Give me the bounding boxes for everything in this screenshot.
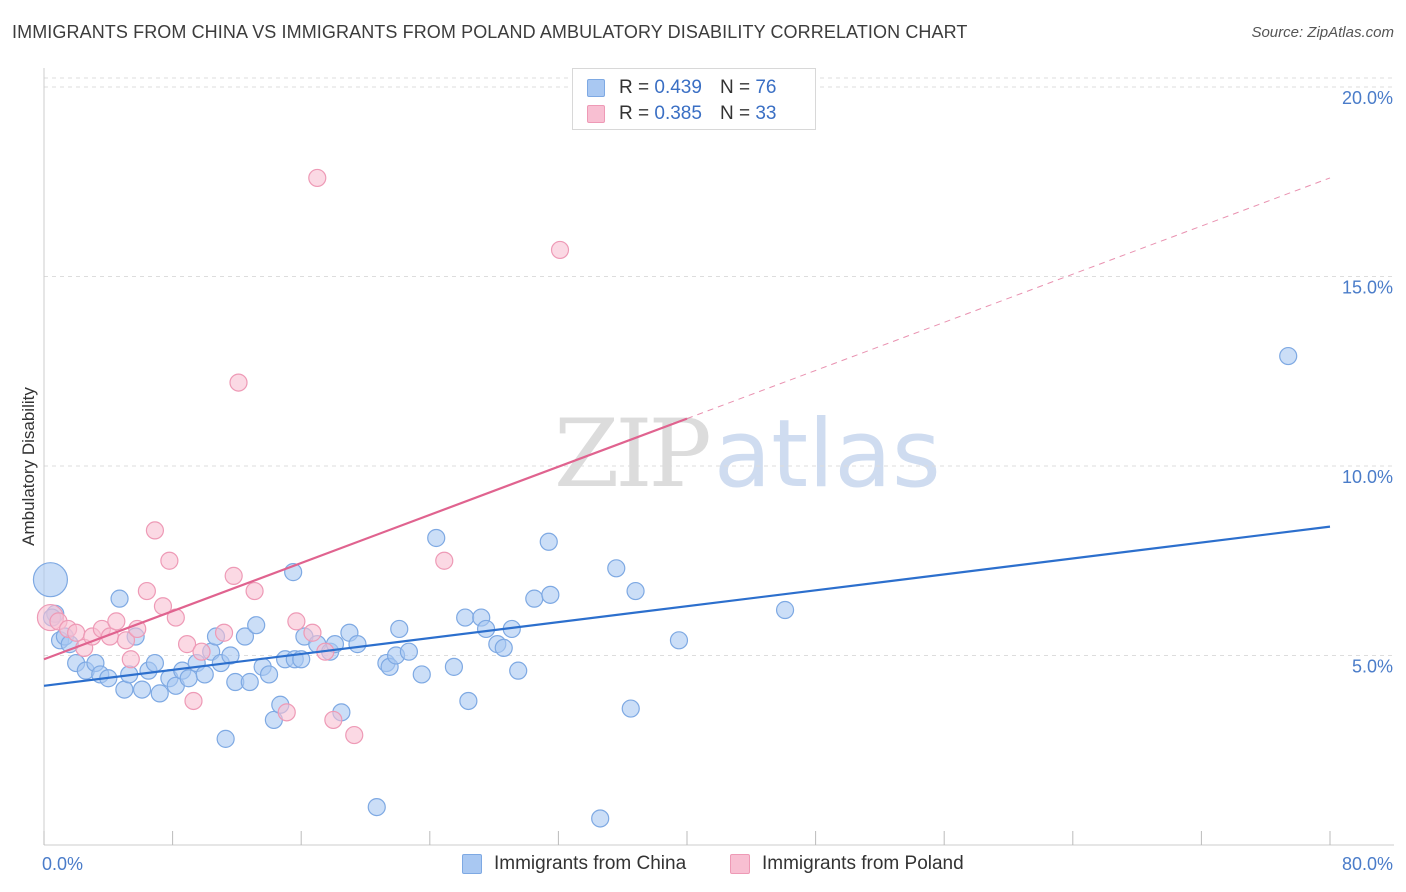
legend-swatch-china	[587, 79, 605, 97]
point-china	[775, 600, 795, 620]
point-china	[607, 559, 626, 578]
point-china	[399, 642, 419, 661]
legend-row-china: R = 0.439 N = 76	[587, 76, 776, 100]
point-poland	[550, 240, 570, 260]
point-china	[259, 665, 279, 684]
watermark-atlas: atlas	[713, 400, 941, 509]
point-china	[247, 616, 266, 635]
bottom-legend-swatch-poland	[730, 854, 750, 874]
x-tick-label-min: 0.0%	[42, 854, 83, 874]
point-china	[621, 699, 640, 718]
legend-n-label: N =	[719, 103, 751, 124]
point-china	[179, 669, 198, 688]
point-china	[669, 631, 689, 650]
point-china	[541, 585, 560, 604]
point-china	[195, 665, 214, 684]
point-china	[591, 809, 610, 828]
legend-r-value-poland: 0.385	[654, 103, 702, 124]
point-poland	[145, 521, 165, 540]
point-poland	[160, 551, 179, 570]
x-tick-label-max: 80.0%	[1342, 854, 1393, 874]
bottom-legend-poland: Immigrants from Poland	[730, 852, 964, 876]
bottom-legend-label-poland: Immigrants from Poland	[762, 853, 964, 874]
point-china	[110, 589, 129, 608]
point-poland	[435, 551, 454, 570]
trendline-extension-poland	[686, 177, 1331, 420]
legend-n-value-china: 76	[755, 77, 777, 98]
point-poland	[116, 631, 136, 650]
point-china	[150, 684, 169, 703]
point-china	[476, 619, 496, 639]
point-china	[509, 661, 528, 680]
point-poland	[214, 623, 234, 642]
point-china	[626, 581, 645, 601]
point-poland	[345, 725, 364, 745]
y-tick-label: 5.0%	[1352, 656, 1393, 676]
y-tick-label: 20.0%	[1342, 88, 1393, 108]
trendline-china	[43, 525, 1331, 687]
point-china	[216, 729, 235, 748]
trendline-poland	[43, 417, 688, 661]
point-poland	[177, 635, 197, 654]
point-china	[525, 589, 544, 608]
point-china	[390, 619, 409, 639]
point-poland	[121, 650, 140, 669]
point-china	[240, 672, 259, 692]
point-poland	[192, 642, 211, 661]
bottom-legend-china: Immigrants from China	[462, 852, 686, 876]
y-axis-label: Ambulatory Disability	[19, 387, 38, 546]
point-china	[412, 665, 431, 684]
point-poland	[308, 168, 327, 188]
point-china	[145, 653, 165, 673]
point-poland	[128, 619, 147, 639]
legend-row-poland: R = 0.385 N = 33	[587, 102, 776, 126]
point-china	[348, 635, 367, 654]
bottom-legend-swatch-china	[462, 854, 482, 874]
point-china	[235, 627, 255, 646]
bottom-legend-label-china: Immigrants from China	[494, 853, 687, 874]
point-china	[444, 657, 464, 676]
legend-n-label: N =	[719, 77, 751, 98]
point-poland	[277, 703, 296, 722]
legend-r-value-china: 0.439	[654, 77, 702, 98]
point-china	[456, 608, 475, 627]
point-china	[539, 532, 558, 551]
point-poland	[224, 566, 243, 585]
legend-r-label: R =	[619, 103, 650, 124]
point-poland	[137, 581, 156, 601]
source-credit: Source: ZipAtlas.com	[1251, 24, 1394, 41]
point-china	[221, 646, 240, 665]
point-china	[427, 528, 446, 548]
point-china	[494, 638, 513, 658]
point-china	[132, 680, 152, 699]
point-poland	[287, 612, 306, 631]
point-poland	[303, 623, 322, 642]
point-china	[367, 797, 386, 817]
legend-r-label: R =	[619, 77, 650, 98]
point-china	[1279, 346, 1298, 366]
point-poland	[184, 691, 203, 711]
correlation-legend: R = 0.439 N = 76 R = 0.385 N = 33	[572, 68, 816, 130]
y-tick-label: 10.0%	[1342, 467, 1393, 487]
point-china	[115, 680, 134, 699]
point-china	[459, 691, 478, 711]
point-poland	[324, 710, 343, 730]
point-poland	[67, 623, 86, 642]
point-poland	[229, 373, 248, 392]
chart-title: IMMIGRANTS FROM CHINA VS IMMIGRANTS FROM…	[12, 22, 968, 42]
point-china	[32, 562, 69, 598]
y-tick-label: 15.0%	[1342, 277, 1393, 297]
legend-n-value-poland: 33	[755, 103, 777, 124]
point-poland	[107, 612, 126, 631]
point-poland	[245, 581, 264, 601]
legend-swatch-poland	[587, 105, 605, 123]
